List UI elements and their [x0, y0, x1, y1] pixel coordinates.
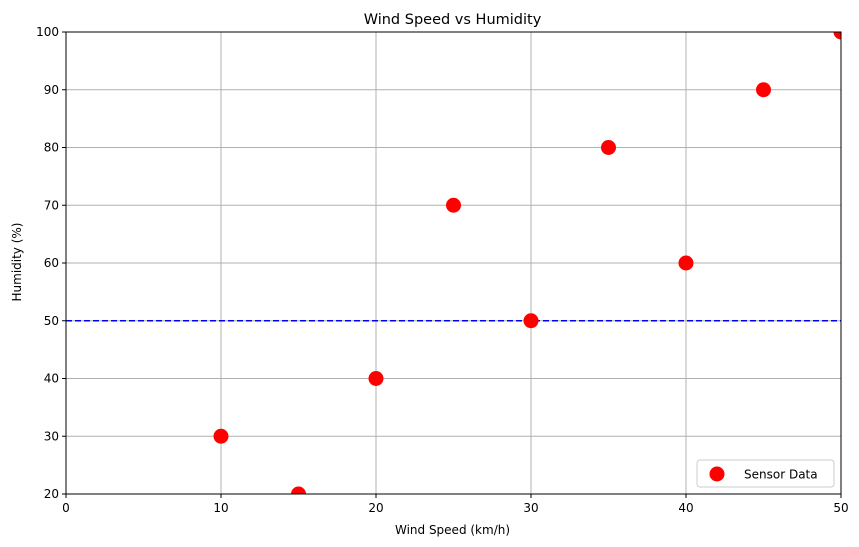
y-tick-label: 40 — [44, 372, 59, 386]
y-tick-label: 100 — [36, 25, 59, 39]
y-tick-label: 20 — [44, 487, 59, 501]
axis-ticks: 0 10 20 30 40 50 20 30 40 50 60 70 80 90 100 — [36, 25, 849, 515]
legend-label: Sensor Data — [744, 468, 818, 482]
y-tick-label: 80 — [44, 141, 59, 155]
y-axis-label: Humidity (%) — [10, 223, 24, 302]
x-tick-label: 10 — [213, 501, 228, 515]
x-tick-label: 50 — [833, 501, 848, 515]
data-point — [523, 313, 539, 329]
x-tick-label: 30 — [523, 501, 538, 515]
data-point — [446, 197, 461, 213]
y-tick-label: 50 — [44, 314, 59, 328]
y-tick-label: 70 — [44, 198, 59, 212]
data-point — [368, 371, 384, 386]
x-tick-label: 40 — [678, 501, 693, 515]
x-tick-label: 20 — [368, 501, 383, 515]
y-tick-label: 30 — [44, 429, 59, 443]
x-tick-label: 0 — [62, 501, 70, 515]
y-tick-label: 60 — [44, 256, 59, 270]
legend-marker — [709, 466, 725, 482]
data-point — [833, 32, 841, 40]
legend-box — [696, 459, 835, 488]
data-point — [756, 82, 771, 98]
data-point — [678, 255, 694, 271]
legend: Sensor Data — [696, 459, 835, 488]
chart-title: Wind Speed vs Humidity — [364, 12, 542, 28]
data-point — [291, 486, 306, 494]
data-point — [601, 140, 616, 155]
data-point — [213, 428, 229, 444]
y-tick-label: 90 — [44, 83, 59, 97]
x-axis-label: Wind Speed (km/h) — [395, 523, 510, 537]
data-points — [213, 32, 841, 494]
